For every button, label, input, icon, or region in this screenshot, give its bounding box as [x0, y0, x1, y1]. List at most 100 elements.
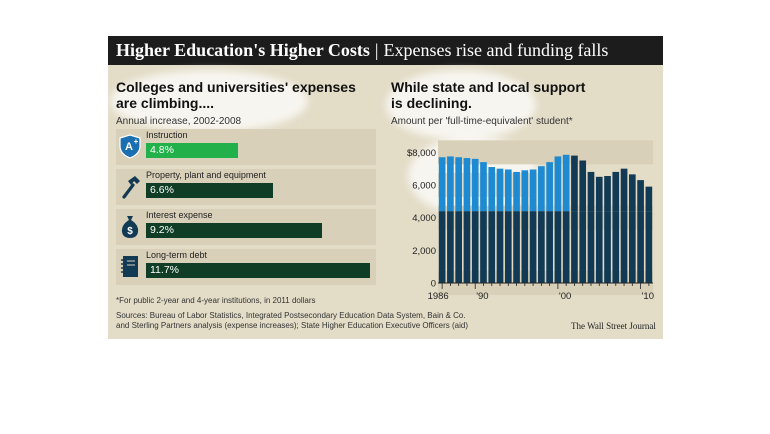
credit: The Wall Street Journal [571, 321, 656, 331]
expense-bar-debt: 11.7% [146, 263, 370, 278]
bar-top-2000 [554, 156, 562, 212]
bar-1988 [455, 211, 463, 283]
bar-1997 [529, 211, 537, 283]
bar-top-2005 [595, 176, 603, 212]
x-tick-label: 1986 [428, 291, 449, 302]
x-tick-label: '90 [476, 291, 488, 302]
bar-2003 [579, 211, 587, 283]
expense-bar-instruction: 4.8% [146, 143, 238, 158]
bar-top-2010 [637, 180, 644, 212]
expense-bar-property: 6.6% [146, 183, 273, 198]
right-heading: While state and local support is declini… [391, 79, 585, 111]
bar-top-2003 [579, 160, 587, 212]
bar-2005 [595, 211, 603, 283]
bar-top-2002 [571, 155, 578, 212]
bar-top-1986 [438, 157, 446, 212]
expense-value-instruction: 4.8% [150, 144, 174, 156]
y-tick-label: 0 [431, 279, 436, 290]
sources-line1: Sources: Bureau of Labor Statistics, Int… [116, 311, 466, 320]
bar-2004 [587, 211, 595, 283]
bar-1995 [513, 211, 520, 283]
svg-text:+: + [134, 137, 139, 146]
expense-row-instruction: A + Instruction 4.8% [116, 129, 376, 165]
x-tick-label: '00 [559, 291, 571, 302]
hammer-icon [118, 173, 142, 199]
highlight-glow-right [386, 70, 536, 140]
bar-top-1993 [496, 168, 504, 212]
title-bar: Higher Education's Higher Costs | Expenses… [108, 36, 663, 65]
highlight-glow-left [110, 70, 308, 132]
bar-2008 [620, 211, 628, 283]
expense-bar-interest: 9.2% [146, 223, 322, 238]
bar-1999 [546, 211, 553, 283]
bar-1993 [496, 211, 504, 283]
bar-1994 [504, 211, 512, 283]
svg-text:$: $ [127, 226, 133, 237]
sources: Sources: Bureau of Labor Statistics, Int… [116, 311, 468, 330]
chart-x-ticks: 1986 '90 '00 '10 [428, 283, 654, 302]
bar-top-2006 [604, 176, 611, 212]
bar-1996 [521, 211, 529, 283]
bar-top-1994 [504, 169, 512, 212]
aid-per-student-chart: $8,000 6,000 4,000 2,000 0 1986 '90 '00 '10 [407, 140, 654, 302]
left-heading-line2: are climbing.... [116, 95, 215, 111]
expense-value-property: 6.6% [150, 184, 174, 196]
right-heading-line1: While state and local support [391, 79, 586, 95]
svg-text:A: A [125, 141, 133, 153]
bar-top-1997 [529, 169, 537, 212]
expense-label-interest: Interest expense [146, 210, 213, 220]
notebook-icon [118, 253, 142, 279]
bar-top-1988 [455, 157, 463, 212]
bar-2011 [645, 211, 653, 283]
bar-top-1995 [513, 171, 520, 212]
graduation-a-plus-shield-icon: A + [118, 133, 142, 159]
bar-top-2001 [562, 154, 570, 212]
expense-value-interest: 9.2% [150, 224, 174, 236]
expense-label-property: Property, plant and equipment [146, 170, 266, 180]
expense-row-interest: $ Interest expense 9.2% [116, 209, 376, 245]
bar-top-1999 [546, 162, 553, 212]
bar-1991 [480, 211, 487, 283]
bar-top-2007 [612, 171, 620, 212]
expense-label-instruction: Instruction [146, 130, 188, 140]
bar-top-1989 [463, 158, 471, 212]
bar-2001 [562, 211, 570, 283]
right-heading-line2: is declining. [391, 95, 472, 111]
bar-top-2008 [620, 168, 628, 212]
bar-top-2004 [587, 171, 595, 212]
y-tick-label: 2,000 [412, 246, 436, 257]
bar-top-1990 [471, 158, 479, 212]
bar-top-1991 [480, 162, 487, 212]
bar-1998 [538, 211, 545, 283]
footnote: *For public 2-year and 4-year institutio… [116, 296, 316, 305]
bar-top-1998 [538, 166, 545, 212]
left-subheading: Annual increase, 2002-2008 [116, 116, 242, 127]
infographic-panel: Higher Education's Higher Costs | Expenses… [108, 36, 663, 339]
bar-1987 [447, 211, 454, 283]
chart-bars [438, 154, 653, 284]
bar-2006 [604, 211, 611, 283]
bar-top-1992 [488, 167, 496, 212]
x-tick-label: '10 [642, 291, 654, 302]
bar-1990 [471, 211, 479, 283]
bar-top-2009 [628, 174, 636, 212]
bar-2002 [571, 211, 578, 283]
graphic-title: Higher Education's Higher Costs [116, 40, 370, 60]
expense-label-debt: Long-term debt [146, 250, 208, 260]
y-tick-label: $8,000 [407, 148, 436, 159]
expense-row-debt: Long-term debt 11.7% [116, 249, 376, 285]
sources-line2: and Sterling Partners analysis (expense … [116, 320, 469, 330]
graphic-subtitle: Expenses rise and funding falls [383, 40, 609, 60]
y-tick-label: 4,000 [412, 213, 436, 224]
bar-1992 [488, 211, 496, 283]
bar-2010 [637, 211, 644, 283]
left-heading-line1: Colleges and universities' expenses [116, 79, 356, 95]
bar-top-1996 [521, 170, 529, 212]
bar-2009 [628, 211, 636, 283]
chart-y-ticks: $8,000 6,000 4,000 2,000 0 [407, 148, 436, 290]
bar-1989 [463, 211, 471, 283]
expense-value-debt: 11.7% [150, 264, 179, 276]
right-subheading: Amount per 'full-time-equivalent' studen… [391, 116, 573, 127]
bar-1986 [438, 211, 446, 283]
bar-2007 [612, 211, 620, 283]
